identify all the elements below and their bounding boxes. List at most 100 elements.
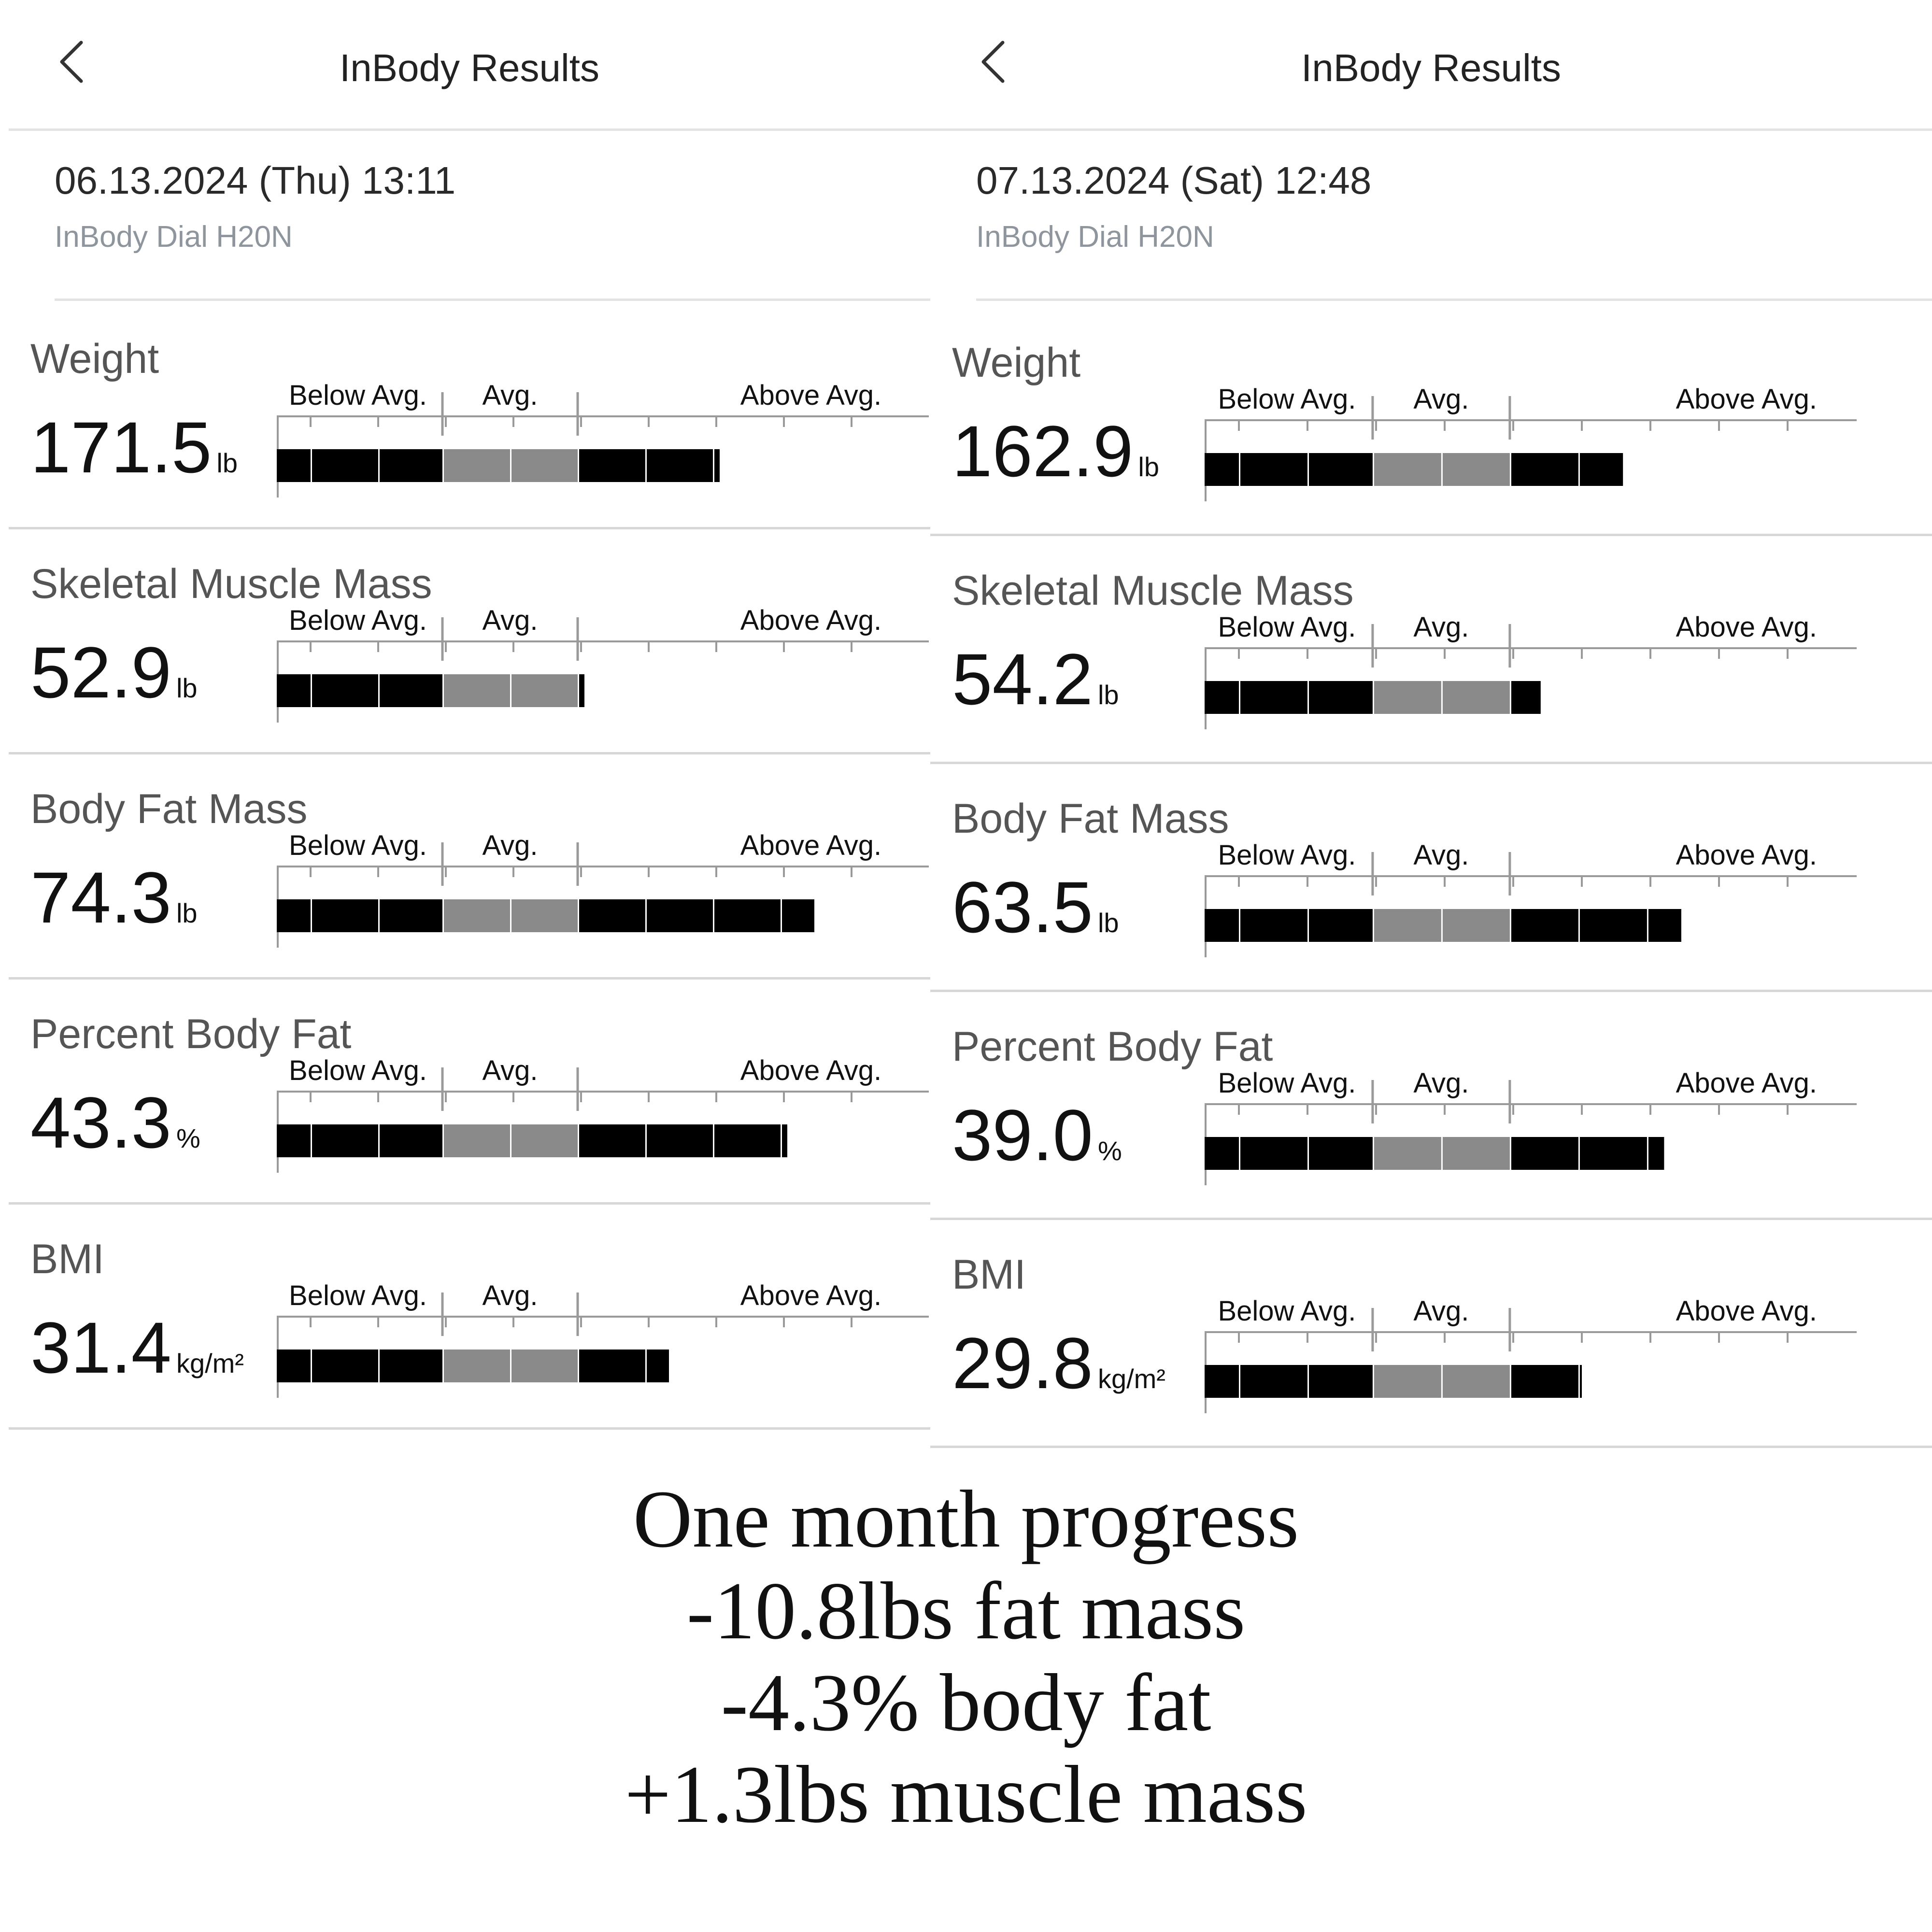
bar-segment	[1511, 1365, 1578, 1398]
caption-line: +1.3lbs muscle mass	[625, 1749, 1307, 1840]
page-title: InBody Results	[339, 46, 600, 89]
label-avg: Avg.	[1413, 611, 1469, 643]
bar-segment	[1442, 1137, 1510, 1170]
label-above-avg: Above Avg.	[1676, 839, 1817, 871]
bar-segment	[647, 449, 713, 482]
metric-value: 171.5 lb	[30, 406, 238, 489]
header: InBody Results	[9, 0, 930, 131]
range-scale: Below Avg. Avg. Above Avg.	[277, 605, 929, 723]
label-avg: Avg.	[1413, 384, 1469, 415]
bar-segment	[444, 899, 510, 932]
bar-segment	[1205, 453, 1239, 486]
metric-number: 39.0	[952, 1094, 1093, 1176]
range-scale: Below Avg. Avg. Above Avg.	[277, 1055, 929, 1173]
metric-value: 31.4 kg/m²	[30, 1306, 244, 1390]
bar-segment	[714, 449, 720, 482]
bar-segment	[1442, 453, 1510, 486]
metric-unit: lb	[1097, 680, 1119, 710]
caption-line: -10.8lbs fat mass	[686, 1565, 1246, 1656]
metric-name: BMI	[30, 1236, 104, 1282]
metric-number: 29.8	[952, 1322, 1093, 1404]
range-scale: Below Avg. Avg. Above Avg.	[1205, 839, 1857, 957]
label-below-avg: Below Avg.	[289, 1280, 427, 1311]
bar-segment	[1374, 453, 1441, 486]
metric-number: 162.9	[952, 411, 1134, 492]
bar-segment	[511, 899, 578, 932]
bar-segment	[1309, 681, 1373, 714]
metric-number: 43.3	[30, 1082, 171, 1163]
label-below-avg: Below Avg.	[1218, 384, 1356, 415]
label-above-avg: Above Avg.	[740, 380, 881, 411]
metric-unit: lb	[1097, 908, 1119, 938]
metric-name: Percent Body Fat	[952, 1023, 1273, 1070]
bar-segment	[380, 899, 442, 932]
metric-row: Skeletal Muscle Mass 52.9 lb Below Avg. Avg.…	[9, 529, 930, 754]
range-scale: Below Avg. Avg. Above Avg.	[1205, 384, 1857, 501]
metric-value: 39.0%	[952, 1094, 1122, 1177]
metric-value: 162.9 lb	[952, 410, 1159, 493]
label-below-avg: Below Avg.	[1218, 839, 1356, 871]
label-above-avg: Above Avg.	[1676, 384, 1817, 415]
chevron-left-icon[interactable]	[55, 38, 88, 86]
metric-number: 171.5	[30, 407, 212, 488]
bar-segment	[312, 1124, 378, 1157]
label-avg: Avg.	[482, 605, 538, 636]
bar-segment	[1374, 909, 1441, 942]
metric-unit: lb	[176, 673, 198, 703]
metric-unit: %	[1097, 1136, 1122, 1166]
metric-number: 54.2	[952, 639, 1093, 720]
bar-segment	[312, 674, 378, 707]
bar-segment	[1648, 909, 1681, 942]
bar-segment	[1309, 1365, 1373, 1398]
bar-segment	[1579, 909, 1647, 942]
bar-segment	[1205, 681, 1239, 714]
metric-name: Weight	[30, 336, 159, 382]
metric-unit: lb	[216, 448, 238, 478]
label-avg: Avg.	[482, 1280, 538, 1311]
label-avg: Avg.	[482, 380, 538, 411]
label-above-avg: Above Avg.	[1676, 1067, 1817, 1099]
page-title: InBody Results	[1301, 46, 1562, 89]
bar-segment	[714, 899, 781, 932]
metric-name: Body Fat Mass	[952, 796, 1229, 842]
device-name: InBody Dial H20N	[55, 220, 293, 254]
chevron-left-icon[interactable]	[976, 38, 1010, 86]
metric-name: BMI	[952, 1251, 1026, 1298]
metric-row: BMI 29.8 kg/m² Below Avg. Avg. Above Avg.	[930, 1220, 1932, 1448]
metric-row: Body Fat Mass 63.5 lb Below Avg. Avg. Above A…	[930, 764, 1932, 992]
metric-row: Weight 162.9 lb Below Avg. Avg. Above Avg.	[930, 308, 1932, 536]
bar-segment	[647, 899, 713, 932]
bar-segment	[380, 1350, 442, 1382]
metric-value: 63.5 lb	[952, 866, 1119, 949]
bar-segment	[782, 1124, 787, 1157]
bar-segment	[511, 674, 578, 707]
bar-segment	[1442, 681, 1510, 714]
bar-segment	[714, 1124, 781, 1157]
label-below-avg: Below Avg.	[1218, 1295, 1356, 1327]
bar-segment	[380, 1124, 442, 1157]
bar-segment	[511, 1350, 578, 1382]
bar-segment	[1579, 1365, 1582, 1398]
bar-segment	[444, 1350, 510, 1382]
metric-value: 54.2 lb	[952, 638, 1119, 721]
metric-number: 31.4	[30, 1307, 171, 1388]
bar-segment	[1511, 453, 1578, 486]
metric-row: Body Fat Mass 74.3 lb Below Avg. Avg. Above A…	[9, 754, 930, 980]
metric-row: Percent Body Fat 43.3% Below Avg. Avg. Above…	[9, 980, 930, 1205]
progress-caption: One month progress -10.8lbs fat mass -4.…	[0, 1473, 1932, 1840]
range-scale: Below Avg. Avg. Above Avg.	[1205, 1067, 1857, 1185]
bar-segment	[1648, 1137, 1664, 1170]
range-scale: Below Avg. Avg. Above Avg.	[1205, 611, 1857, 729]
metric-row: Skeletal Muscle Mass 54.2 lb Below Avg. Avg.…	[930, 536, 1932, 764]
label-avg: Avg.	[1413, 1295, 1469, 1327]
label-below-avg: Below Avg.	[289, 380, 427, 411]
label-avg: Avg.	[1413, 1067, 1469, 1099]
bar-segment	[312, 1350, 378, 1382]
bar-segment	[1579, 1137, 1647, 1170]
bar-segment	[1205, 1137, 1239, 1170]
label-avg: Avg.	[482, 1055, 538, 1086]
metric-value: 43.3%	[30, 1081, 200, 1165]
measurement-datetime: 06.13.2024 (Thu) 13:11	[55, 159, 456, 202]
bar-segment	[511, 1124, 578, 1157]
label-above-avg: Above Avg.	[740, 1280, 881, 1311]
